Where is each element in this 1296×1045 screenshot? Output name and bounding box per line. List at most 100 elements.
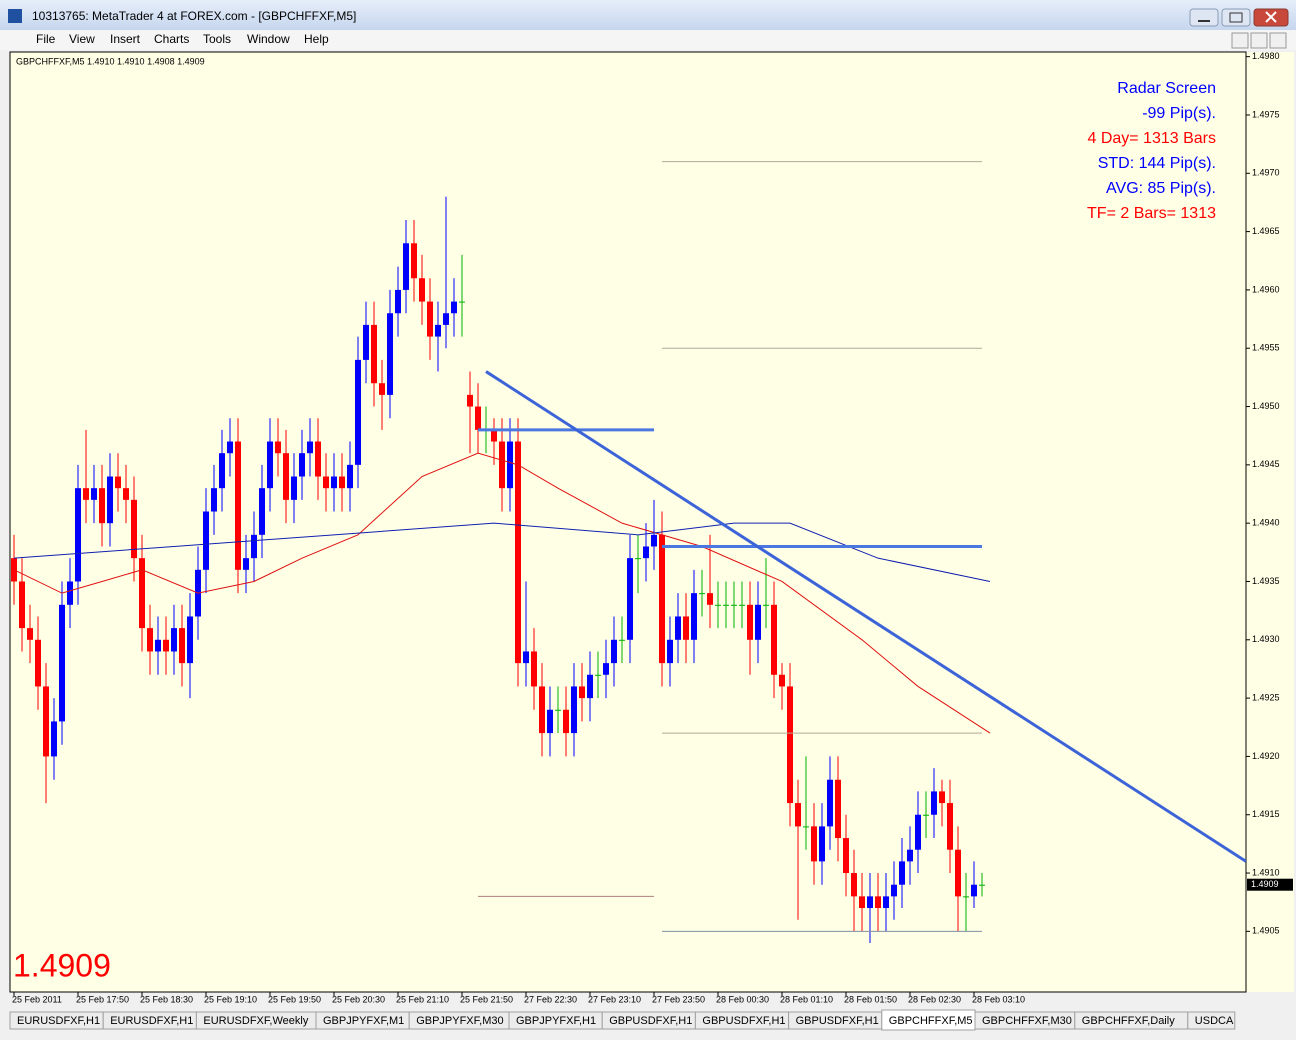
app-icon: [8, 9, 22, 23]
candle-body: [91, 488, 97, 500]
candle-body: [547, 709, 553, 734]
candle-body: [115, 476, 121, 489]
candle-body: [163, 639, 169, 652]
x-tick-label: 27 Feb 22:30: [524, 994, 577, 1004]
mdi-controls[interactable]: [1231, 32, 1287, 49]
menu-item[interactable]: Insert: [110, 32, 141, 46]
candle-body: [35, 639, 41, 687]
menu-item[interactable]: Tools: [203, 32, 231, 46]
menu-item[interactable]: Help: [304, 32, 329, 46]
candle-body: [923, 814, 929, 816]
candle-body: [979, 884, 985, 886]
menu-item[interactable]: Window: [247, 32, 290, 46]
window-controls[interactable]: [1189, 8, 1289, 27]
tab[interactable]: [1187, 1011, 1236, 1030]
candle-body: [515, 441, 521, 664]
candle-body: [731, 604, 737, 606]
candle-body: [627, 558, 633, 640]
restore-button[interactable]: [1221, 8, 1251, 27]
candle-body: [811, 826, 817, 862]
tab-label[interactable]: EURUSDFXF,Weekly: [203, 1015, 308, 1027]
menu-item[interactable]: File: [36, 32, 56, 46]
candle-body: [259, 488, 265, 535]
candle-body: [491, 429, 497, 442]
candle-body: [211, 488, 217, 512]
candle-body: [915, 814, 921, 850]
candle-body: [459, 301, 465, 303]
candle-body: [379, 383, 385, 395]
candle-body: [747, 604, 753, 640]
candle-body: [723, 604, 729, 606]
tab-label[interactable]: GBPJPYFXF,M1: [323, 1015, 404, 1027]
candle-body: [907, 849, 913, 862]
radar-annotation: Radar Screen: [1117, 80, 1216, 97]
candle-body: [827, 779, 833, 827]
candle-body: [763, 604, 769, 606]
candle-body: [227, 441, 233, 454]
candle-body: [715, 604, 721, 606]
tab-label[interactable]: GBPJPYFXF,M30: [416, 1015, 503, 1027]
tab-label[interactable]: EURUSDFXF,H1: [110, 1015, 193, 1027]
candle-body: [875, 896, 881, 909]
tab-label[interactable]: GBPJPYFXF,H1: [516, 1015, 596, 1027]
candle-body: [291, 476, 297, 500]
candle-body: [883, 896, 889, 909]
candle-body: [147, 628, 153, 652]
candle-body: [835, 779, 841, 839]
candle-body: [435, 324, 441, 337]
x-tick-label: 25 Feb 21:10: [396, 994, 449, 1004]
mdi-close[interactable]: [1269, 32, 1287, 49]
y-tick-label: 1.4945: [1252, 459, 1280, 469]
tab-label[interactable]: USDCA: [1195, 1015, 1234, 1027]
candle-body: [963, 896, 969, 898]
candle-body: [667, 639, 673, 664]
tab-label[interactable]: GBPCHFFXF,Daily: [1082, 1015, 1175, 1027]
x-tick-label: 25 Feb 18:30: [140, 994, 193, 1004]
candle-body: [651, 534, 657, 547]
candle-body: [219, 453, 225, 489]
tab-label[interactable]: EURUSDFXF,H1: [17, 1015, 100, 1027]
candle-body: [107, 476, 113, 524]
x-tick-label: 25 Feb 21:50: [460, 994, 513, 1004]
radar-annotation: AVG: 85 Pip(s).: [1106, 180, 1216, 197]
tab-label[interactable]: GBPCHFFXF,M30: [982, 1015, 1072, 1027]
candle-body: [371, 324, 377, 384]
candle-body: [787, 686, 793, 804]
tabs[interactable]: EURUSDFXF,H1 EURUSDFXF,H1 EURUSDFXF,Weekly…: [9, 1009, 1236, 1031]
candle-body: [59, 604, 65, 722]
menu-item[interactable]: Charts: [154, 32, 189, 46]
candle-body: [443, 313, 449, 325]
candle-body: [251, 534, 257, 559]
minimize-button[interactable]: [1189, 8, 1219, 27]
mdi-minimize[interactable]: [1231, 32, 1249, 49]
tab-label[interactable]: GBPUSDFXF,H1: [796, 1015, 879, 1027]
candle-body: [779, 674, 785, 687]
x-tick-label: 28 Feb 01:10: [780, 994, 833, 1004]
x-tick-label: 25 Feb 19:10: [204, 994, 257, 1004]
candle-body: [507, 441, 513, 489]
menu-item[interactable]: View: [69, 32, 95, 46]
tab-label[interactable]: GBPUSDFXF,H1: [609, 1015, 692, 1027]
x-tick-label: 25 Feb 19:50: [268, 994, 321, 1004]
candle-body: [867, 896, 873, 909]
radar-annotation: TF= 2 Bars= 1313: [1087, 205, 1216, 222]
candle-body: [683, 616, 689, 640]
candle-body: [675, 616, 681, 640]
candle-body: [619, 639, 625, 641]
tab-label[interactable]: GBPUSDFXF,H1: [702, 1015, 785, 1027]
candle-body: [419, 278, 425, 302]
radar-annotation: 4 Day= 1313 Bars: [1087, 130, 1216, 147]
x-tick-label: 28 Feb 01:50: [844, 994, 897, 1004]
x-tick-label: 27 Feb 23:50: [652, 994, 705, 1004]
candle-body: [283, 453, 289, 500]
candle-body: [331, 476, 337, 489]
candle-body: [851, 873, 857, 897]
mdi-restore[interactable]: [1250, 32, 1268, 49]
tab-label[interactable]: GBPCHFFXF,M5: [889, 1015, 973, 1027]
y-tick-label: 1.4940: [1252, 518, 1280, 528]
candle-body: [475, 406, 481, 430]
candle-body: [155, 639, 161, 652]
candle-body: [315, 441, 321, 477]
candle-body: [67, 581, 73, 605]
